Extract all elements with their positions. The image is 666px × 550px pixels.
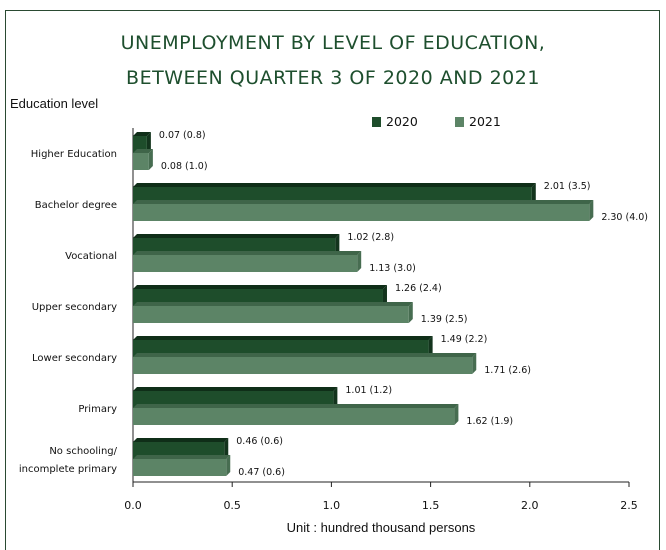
- bar-top: [133, 285, 387, 289]
- bar-top: [133, 183, 536, 187]
- value-label: 1.01 (1.2): [345, 385, 392, 396]
- category-label: No schooling/: [49, 446, 117, 457]
- x-tick-label: 0.0: [124, 499, 142, 512]
- legend-swatch-2020: [372, 117, 381, 127]
- bar-2020: [133, 187, 532, 204]
- bar-side: [428, 336, 433, 357]
- bar-side: [454, 404, 459, 425]
- bar-2021: [133, 306, 409, 323]
- bar-side: [408, 302, 413, 323]
- value-label: 1.02 (2.8): [347, 232, 394, 243]
- value-label: 0.46 (0.6): [236, 436, 283, 447]
- bar-side: [146, 132, 151, 153]
- value-label: 2.01 (3.5): [544, 181, 591, 192]
- category-label: Vocational: [65, 251, 117, 262]
- bar-chart: 0.0 0.5 1.0 1.5 2.0 2.5 0.07 (0.8) 0.08 (1.0) Hi…: [19, 114, 648, 512]
- value-label: 0.07 (0.8): [159, 130, 206, 141]
- x-tick-label: 1.0: [323, 499, 341, 512]
- category-label: Primary: [78, 404, 117, 415]
- value-label: 1.62 (1.9): [466, 416, 513, 427]
- bar-side: [589, 200, 594, 221]
- bar-side: [224, 438, 229, 459]
- bar-top: [133, 302, 413, 306]
- bar-side: [335, 234, 340, 255]
- bar-top: [133, 387, 338, 391]
- x-tick-label: 2.0: [521, 499, 539, 512]
- bar-top: [133, 149, 153, 153]
- bar-2021: [133, 204, 590, 221]
- category-label: Upper secondary: [32, 302, 117, 313]
- x-tick-label: 1.5: [422, 499, 440, 512]
- bar-2020: [133, 136, 147, 153]
- chart-frame: [5, 10, 660, 550]
- x-axis-title: Unit : hundred thousand persons: [286, 520, 476, 535]
- bar-side: [333, 387, 338, 408]
- bar-top: [133, 234, 340, 238]
- bar-top: [133, 353, 477, 357]
- bar-top: [133, 455, 231, 459]
- bar-top: [133, 404, 459, 408]
- legend-label-2021: 2021: [469, 114, 501, 129]
- value-label: 1.49 (2.2): [441, 334, 488, 345]
- legend-swatch-2021: [455, 117, 464, 127]
- bar-top: [133, 336, 433, 340]
- bar-side: [531, 183, 536, 204]
- bar-2021: [133, 459, 227, 476]
- chart-title-line1: UNEMPLOYMENT BY LEVEL OF EDUCATION,: [120, 32, 546, 54]
- bar-2020: [133, 289, 383, 306]
- category-label: incomplete primary: [19, 464, 117, 475]
- value-label: 1.71 (2.6): [484, 365, 531, 376]
- bar-2020: [133, 442, 225, 459]
- y-axis-title: Education level: [10, 96, 99, 111]
- value-label: 0.47 (0.6): [238, 467, 285, 478]
- bar-side: [148, 149, 153, 170]
- category-label: Bachelor degree: [35, 200, 117, 211]
- legend-label-2020: 2020: [386, 114, 418, 129]
- bar-side: [357, 251, 362, 272]
- value-label: 1.13 (3.0): [369, 263, 416, 274]
- value-label: 0.08 (1.0): [161, 161, 208, 172]
- bar-top: [133, 251, 362, 255]
- bar-top: [133, 200, 594, 204]
- value-label: 2.30 (4.0): [601, 212, 648, 223]
- value-label: 1.39 (2.5): [421, 314, 468, 325]
- value-label: 1.26 (2.4): [395, 283, 442, 294]
- bar-top: [133, 438, 229, 442]
- category-label: Higher Education: [31, 149, 117, 160]
- bar-side: [472, 353, 477, 374]
- bar-side: [226, 455, 231, 476]
- x-tick-label: 2.5: [620, 499, 638, 512]
- bar-2020: [133, 238, 336, 255]
- chart-title-line2: BETWEEN QUARTER 3 OF 2020 AND 2021: [126, 67, 540, 89]
- bar-side: [382, 285, 387, 306]
- bar-top: [133, 132, 151, 136]
- category-label: Lower secondary: [32, 353, 117, 364]
- bar-2021: [133, 408, 455, 425]
- x-tick-label: 0.5: [223, 499, 241, 512]
- bar-2021: [133, 153, 149, 170]
- bar-2021: [133, 357, 473, 374]
- bar-2021: [133, 255, 358, 272]
- bar-2020: [133, 391, 334, 408]
- bar-2020: [133, 340, 429, 357]
